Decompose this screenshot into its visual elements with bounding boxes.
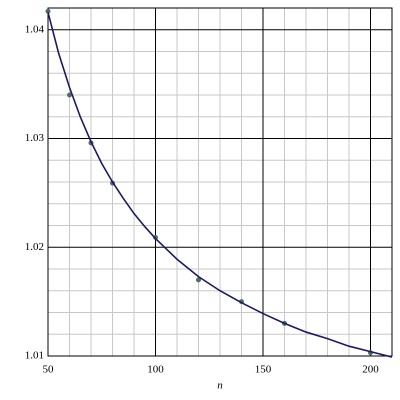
x-tick-label: 200 <box>362 364 379 376</box>
x-tick-label: 50 <box>43 364 55 376</box>
data-point <box>45 8 51 14</box>
y-tick-label: 1.01 <box>25 350 44 362</box>
x-tick-label: 100 <box>147 364 164 376</box>
fit-curve <box>47 12 393 358</box>
x-tick-label: 150 <box>255 364 272 376</box>
data-point <box>196 277 201 283</box>
plot-frame <box>47 7 393 357</box>
y-tick-label: 1.04 <box>25 23 45 35</box>
y-tick-label: 1.02 <box>25 241 44 253</box>
y-tick-label: 1.03 <box>25 132 45 144</box>
data-point <box>67 92 72 98</box>
x-axis-label: n <box>217 380 223 392</box>
